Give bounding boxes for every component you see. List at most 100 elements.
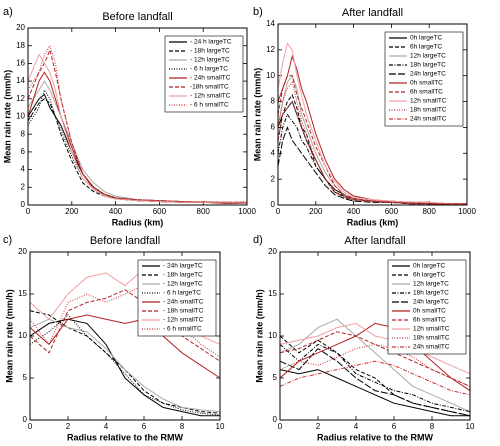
y-axis-label: Mean rain rate (mm/h) [2, 70, 12, 164]
legend-label: 12h largeTC [410, 53, 446, 60]
y-tick-label: 0 [21, 200, 26, 209]
y-tick-label: 10 [268, 331, 277, 340]
legend-label: 0h largeTC [413, 263, 445, 270]
y-tick-label: 0 [273, 415, 278, 424]
y-tick-label: 18 [16, 41, 25, 50]
legend-label: 0h smallTC [413, 308, 446, 315]
legend-label: - 6 h largeTC [190, 66, 228, 73]
y-tick-label: 20 [18, 247, 27, 256]
y-tick-label: 10 [266, 71, 275, 80]
legend-label: 6h smallTC [413, 317, 446, 324]
chart-title: Before landfall [90, 235, 160, 247]
legend-label: - 6 h smallTC [163, 326, 202, 333]
y-axis-label: Mean rain rate (mm/h) [4, 289, 14, 383]
legend-label: - 12h largeTC [163, 281, 203, 288]
x-tick-label: 0 [26, 207, 31, 216]
x-tick-label: 8 [430, 422, 435, 431]
data-line [279, 360, 471, 396]
x-tick-label: 10 [466, 422, 475, 431]
legend-label: 24h largeTC [410, 71, 446, 78]
data-line [279, 322, 471, 392]
data-line [29, 318, 220, 417]
chart-title: Before landfall [102, 11, 172, 23]
y-tick-label: 14 [16, 76, 25, 85]
y-tick-label: 10 [18, 331, 27, 340]
y-tick-label: 0 [23, 415, 28, 424]
y-tick-label: 5 [273, 373, 278, 382]
x-axis-label: Radius relative to the RMW [317, 432, 434, 442]
data-line [29, 314, 221, 379]
legend-label: 12h largeTC [413, 281, 449, 288]
x-tick-label: 4 [354, 422, 359, 431]
x-tick-label: 1000 [238, 207, 256, 216]
x-axis-label: Radius (km) [347, 217, 399, 227]
x-tick-label: 2 [66, 422, 71, 431]
legend-box [137, 259, 217, 337]
x-tick-label: 0 [28, 422, 33, 431]
y-tick-label: 20 [268, 247, 277, 256]
y-tick-label: 2 [271, 174, 276, 183]
legend-label: 0h smallTC [410, 80, 443, 87]
y-tick-label: 8 [271, 97, 276, 106]
legend-label: - 24 h largeTC [190, 39, 232, 46]
x-tick-label: 8 [180, 422, 185, 431]
data-line [277, 125, 467, 205]
data-line [29, 314, 221, 416]
x-tick-label: 600 [385, 207, 399, 216]
x-tick-label: 600 [153, 207, 167, 216]
data-line [277, 42, 467, 205]
y-tick-label: 15 [268, 289, 277, 298]
legend-label: - 24h smallTC [163, 299, 204, 306]
legend-label: - 24h largeTC [163, 263, 203, 270]
y-tick-label: 14 [266, 19, 275, 28]
y-tick-label: 8 [21, 129, 26, 138]
y-tick-label: 5 [23, 373, 28, 382]
x-tick-label: 200 [309, 207, 323, 216]
data-line [279, 318, 471, 413]
x-tick-label: 400 [347, 207, 361, 216]
y-axis-label: Mean rain rate (mm/h) [252, 68, 262, 162]
y-tick-label: 12 [16, 94, 25, 103]
data-line [27, 48, 247, 203]
y-tick-label: 0 [271, 200, 276, 209]
x-tick-label: 0 [276, 207, 281, 216]
legend-label: 6h largeTC [410, 44, 442, 51]
legend-label: 0h largeTC [410, 35, 442, 42]
data-line [27, 80, 248, 204]
x-tick-label: 0 [278, 422, 283, 431]
legend-label: 24h smallTC [410, 116, 447, 123]
chart-title: After landfall [342, 7, 403, 19]
data-line [279, 343, 471, 413]
legend-label: - 18h largeTC [190, 48, 230, 55]
legend-label: - 18h smallTC [163, 308, 204, 315]
legend-label: -18h smallTC [190, 84, 229, 91]
legend-label: 12h smallTC [410, 98, 447, 105]
legend-label: 18h largeTC [413, 290, 449, 297]
y-tick-label: 2 [21, 182, 26, 191]
y-tick-label: 10 [16, 112, 25, 121]
x-axis-label: Radius (km) [112, 217, 164, 227]
legend-label: - 24h smallTC [190, 75, 231, 82]
y-tick-label: 4 [21, 165, 26, 174]
legend-box [387, 259, 467, 355]
data-line [29, 289, 221, 362]
legend-box [384, 31, 464, 127]
legend-label: - 18h largeTC [163, 272, 203, 279]
y-tick-label: 20 [16, 23, 25, 32]
legend-label: - 6 h smallTC [190, 102, 229, 109]
panel-label: a) [3, 6, 13, 18]
legend-label: 12h smallTC [413, 326, 450, 333]
x-tick-label: 6 [392, 422, 397, 431]
plot-frame [27, 27, 248, 206]
legend-label: 24h largeTC [413, 299, 449, 306]
plot-frame [279, 251, 471, 421]
chart-title: After landfall [344, 235, 405, 247]
y-tick-label: 6 [271, 123, 276, 132]
x-tick-label: 10 [216, 422, 225, 431]
legend-label: 6h largeTC [413, 272, 445, 279]
x-tick-label: 4 [104, 422, 109, 431]
x-tick-label: 1000 [458, 207, 476, 216]
data-line [279, 331, 471, 387]
y-tick-label: 4 [271, 148, 276, 157]
plot-frame [277, 23, 468, 206]
